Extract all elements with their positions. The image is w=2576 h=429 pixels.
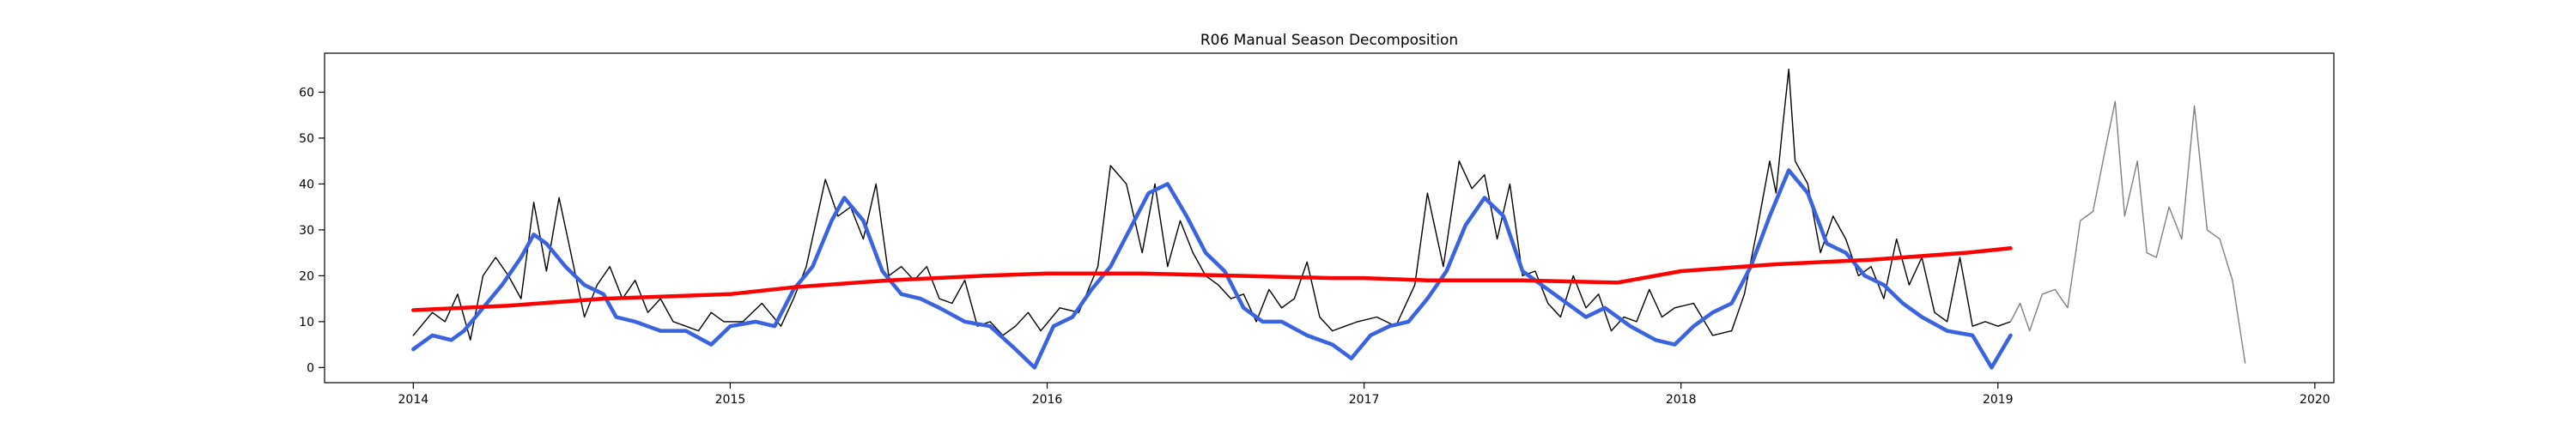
series-line-2 <box>411 168 2013 370</box>
y-tick-label-5: 50 <box>299 132 314 146</box>
series-line-3 <box>411 246 2013 312</box>
x-tick-label-0: 2014 <box>398 393 429 407</box>
x-tick-label-2: 2016 <box>1032 393 1063 407</box>
y-tick-label-6: 60 <box>299 86 314 100</box>
y-tick-label-1: 10 <box>299 316 314 329</box>
x-tick-label-4: 2018 <box>1666 393 1697 407</box>
y-tick-label-2: 20 <box>299 269 314 283</box>
x-axis: 2014 2015 2016 2017 2018 2019 2020 <box>398 383 2330 407</box>
series-line-0 <box>412 68 2012 341</box>
chart-title: R06 Manual Season Decomposition <box>1200 32 1458 49</box>
series-line-1 <box>2009 100 2246 364</box>
y-tick-label-3: 30 <box>299 224 314 238</box>
y-tick-label-0: 0 <box>307 361 314 375</box>
plot-frame <box>324 52 2335 384</box>
x-tick-label-1: 2015 <box>715 393 746 407</box>
series-layer <box>411 68 2246 370</box>
x-tick-label-5: 2019 <box>1983 393 2014 407</box>
y-axis: 0 10 20 30 40 50 60 <box>299 86 325 375</box>
y-tick-label-4: 40 <box>299 178 314 191</box>
x-tick-label-6: 2020 <box>2300 393 2330 407</box>
x-tick-label-3: 2017 <box>1349 393 1380 407</box>
